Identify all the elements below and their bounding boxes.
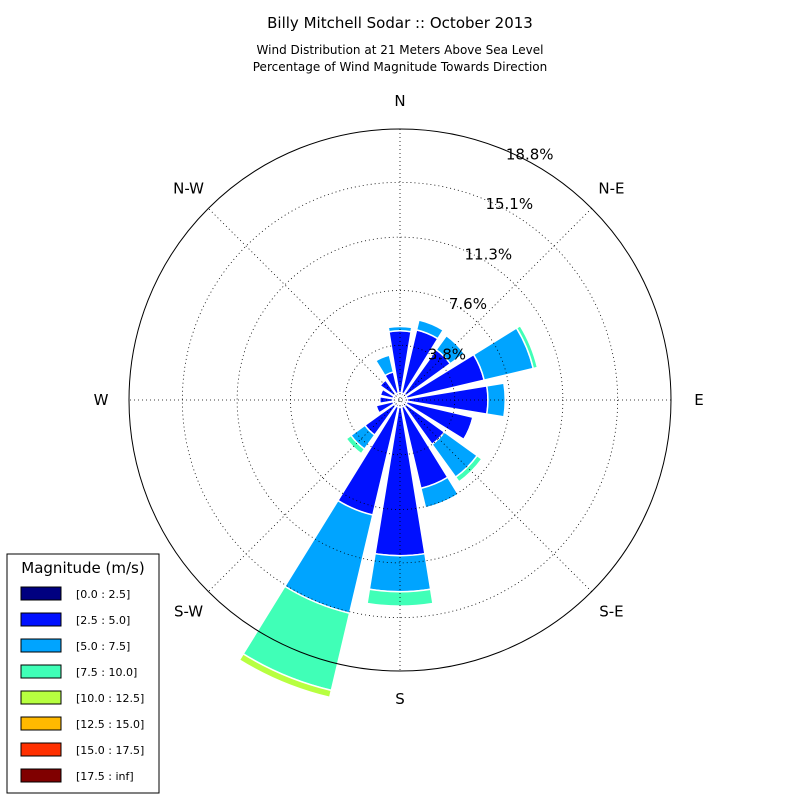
bar-dir-225-bin-3 — [345, 434, 366, 455]
bar-dir-180-bin-2 — [368, 552, 432, 593]
bar-dir-202_5-bin-4 — [238, 652, 333, 699]
chart-title: Billy Mitchell Sodar :: October 2013 — [267, 14, 533, 32]
bar-dir-337_5-bin-2 — [374, 354, 395, 377]
bar-dir-247_5-bin-1 — [375, 400, 395, 414]
chart-subtitle-line-1: Wind Distribution at 21 Meters Above Sea… — [257, 43, 544, 57]
legend-title: Magnitude (m/s) — [21, 559, 144, 577]
radial-tick-label-2: 11.3% — [465, 246, 513, 264]
direction-label-n: N — [394, 92, 405, 110]
direction-label-s: S — [395, 690, 405, 708]
bars-layer — [238, 319, 539, 699]
bar-dir-22_5-bin-2 — [415, 319, 445, 340]
bar-dir-292_5-bin-1 — [379, 388, 395, 400]
radial-tick-labels: 3.8% 7.6% 11.3% 15.1% 18.8% — [428, 146, 554, 364]
legend-swatch-5 — [20, 716, 62, 731]
radial-tick-label-4: 18.8% — [506, 146, 554, 164]
bar-dir-45-bin-2 — [435, 334, 466, 365]
bar-dir-157_5-bin-3 — [424, 493, 461, 511]
bar-dir-67_5-bin-3 — [515, 324, 539, 370]
legend-label-3: [7.5 : 10.0] — [76, 666, 137, 679]
legend-swatch-3 — [20, 664, 62, 679]
direction-label-w: W — [94, 391, 109, 409]
legend-swatch-0 — [20, 586, 62, 601]
direction-label-ne: N-E — [598, 180, 624, 198]
legend-label-0: [0.0 : 2.5] — [76, 588, 130, 601]
legend-swatch-7 — [20, 768, 62, 783]
legend: Magnitude (m/s) [0.0 : 2.5] [2.5 : 5.0] [5… — [6, 553, 160, 794]
legend-swatch-2 — [20, 638, 62, 653]
grid-layer — [128, 128, 672, 672]
grid-ring-1 — [290, 290, 510, 510]
legend-label-2: [5.0 : 7.5] — [76, 640, 130, 653]
chart-subtitle-line-2: Percentage of Wind Magnitude Towards Dir… — [253, 60, 547, 74]
radial-tick-label-1: 7.6% — [449, 295, 487, 313]
legend-swatch-1 — [20, 612, 62, 627]
legend-swatch-6 — [20, 742, 62, 757]
legend-label-7: [17.5 : inf] — [76, 770, 134, 783]
radial-tick-label-0: 3.8% — [428, 345, 466, 363]
legend-label-1: [2.5 : 5.0] — [76, 614, 130, 627]
legend-label-5: [12.5 : 15.0] — [76, 718, 144, 731]
direction-label-se: S-E — [599, 602, 623, 620]
bar-dir-135-bin-3 — [454, 454, 483, 483]
radial-tick-label-3: 15.1% — [485, 195, 533, 213]
legend-label-4: [10.0 : 12.5] — [76, 692, 144, 705]
legend-items: [0.0 : 2.5] [2.5 : 5.0] [5.0 : 7.5] [7.5 : … — [20, 586, 144, 783]
legend-label-6: [15.0 : 17.5] — [76, 744, 144, 757]
bar-dir-90-bin-2 — [485, 382, 506, 418]
direction-label-sw: S-W — [174, 602, 203, 620]
direction-label-nw: N-W — [173, 180, 204, 198]
bar-dir-112_5-bin-2 — [462, 416, 476, 442]
grid-ring-3 — [181, 181, 619, 619]
direction-label-e: E — [694, 391, 703, 409]
legend-swatch-4 — [20, 690, 62, 705]
